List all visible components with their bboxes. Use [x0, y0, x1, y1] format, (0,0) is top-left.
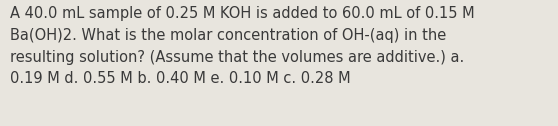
Text: A 40.0 mL sample of 0.25 M KOH is added to 60.0 mL of 0.15 M
Ba(OH)2. What is th: A 40.0 mL sample of 0.25 M KOH is added …	[10, 6, 475, 86]
